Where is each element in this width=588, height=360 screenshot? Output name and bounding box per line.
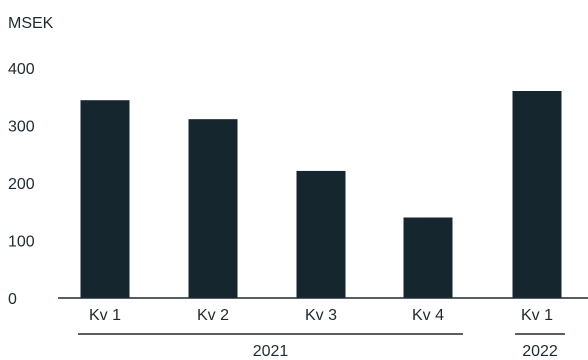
x-tick-label: Kv 4 xyxy=(412,307,444,324)
y-tick-label: 400 xyxy=(8,61,35,78)
y-tick-label: 100 xyxy=(8,234,35,251)
bars xyxy=(80,91,562,298)
x-tick-label: Kv 3 xyxy=(305,307,337,324)
bar xyxy=(512,91,562,298)
year-group-labels: 2021 2022 xyxy=(78,333,565,360)
x-axis-tick-labels: Kv 1 Kv 2 Kv 3 Kv 4 Kv 1 xyxy=(89,307,553,324)
y-tick-label: 0 xyxy=(8,291,17,308)
y-axis-unit-label: MSEK xyxy=(8,15,54,32)
year-group-label: 2021 xyxy=(253,343,289,360)
y-axis-ticks: 0 100 200 300 400 xyxy=(8,61,35,308)
x-tick-label: Kv 2 xyxy=(197,307,229,324)
y-tick-label: 200 xyxy=(8,176,35,193)
bar xyxy=(80,100,130,298)
x-tick-label: Kv 1 xyxy=(521,307,553,324)
y-tick-label: 300 xyxy=(8,119,35,136)
year-group-label: 2022 xyxy=(522,343,558,360)
bar xyxy=(403,217,453,298)
x-tick-label: Kv 1 xyxy=(89,307,121,324)
bar xyxy=(188,119,238,298)
bar xyxy=(296,170,346,298)
